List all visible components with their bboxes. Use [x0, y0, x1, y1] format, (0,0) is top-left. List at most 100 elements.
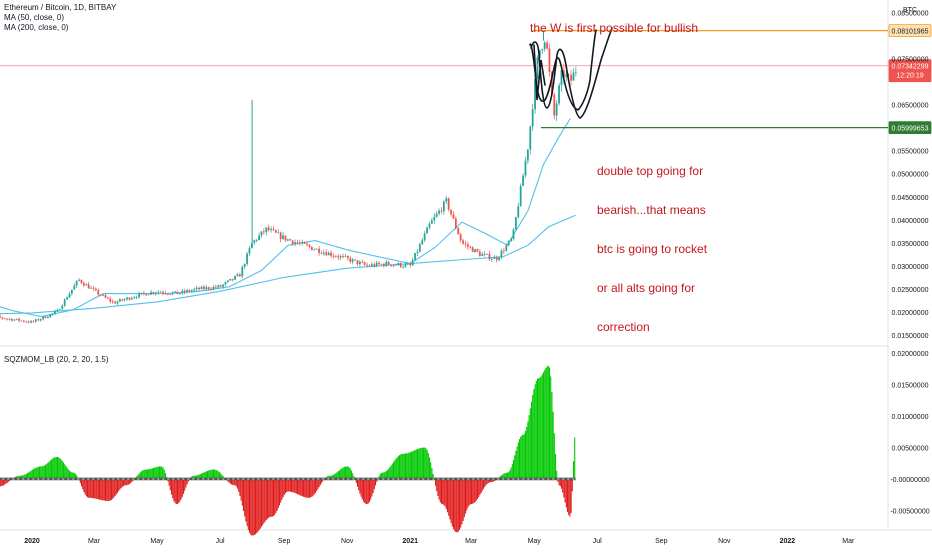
candle-body[interactable] — [256, 240, 258, 241]
candle-body[interactable] — [390, 264, 392, 265]
candle-body[interactable] — [419, 244, 421, 251]
histogram-bar[interactable] — [367, 479, 368, 504]
candle-body[interactable] — [306, 244, 308, 245]
histogram-bar[interactable] — [82, 479, 83, 489]
candle-body[interactable] — [335, 256, 337, 257]
histogram-bar[interactable] — [86, 479, 87, 496]
histogram-bar[interactable] — [401, 454, 402, 479]
candle-body[interactable] — [426, 228, 428, 234]
histogram-bar[interactable] — [406, 453, 407, 479]
histogram-bar[interactable] — [419, 448, 420, 479]
candle-body[interactable] — [169, 294, 171, 295]
histogram-bar[interactable] — [256, 479, 257, 533]
histogram-bar[interactable] — [520, 437, 521, 479]
candle-body[interactable] — [450, 210, 452, 215]
histogram-bar[interactable] — [566, 479, 567, 508]
histogram-bar[interactable] — [183, 479, 184, 494]
histogram-bar[interactable] — [547, 366, 548, 478]
candle-body[interactable] — [273, 229, 275, 230]
candle-body[interactable] — [196, 288, 198, 289]
candle-body[interactable] — [138, 294, 140, 298]
histogram-bar[interactable] — [545, 368, 546, 479]
histogram-bar[interactable] — [457, 479, 458, 532]
histogram-bar[interactable] — [417, 449, 418, 479]
histogram-bar[interactable] — [464, 479, 465, 517]
histogram-bar[interactable] — [153, 468, 154, 479]
candle-body[interactable] — [131, 298, 133, 299]
histogram-bar[interactable] — [172, 479, 173, 498]
histogram-bar[interactable] — [362, 479, 363, 499]
histogram-bar[interactable] — [65, 466, 66, 479]
candle-body[interactable] — [112, 301, 114, 302]
candle-body[interactable] — [49, 314, 51, 317]
candle-body[interactable] — [429, 224, 431, 228]
histogram-bar[interactable] — [314, 479, 315, 494]
candle-body[interactable] — [253, 240, 255, 243]
histogram-bar[interactable] — [281, 479, 282, 500]
candle-body[interactable] — [239, 274, 241, 276]
histogram-bar[interactable] — [261, 479, 262, 527]
histogram-bar[interactable] — [297, 479, 298, 494]
candle-body[interactable] — [493, 257, 495, 258]
candle-body[interactable] — [64, 299, 66, 305]
candle-body[interactable] — [81, 280, 83, 283]
candle-body[interactable] — [150, 292, 152, 294]
histogram-bar[interactable] — [370, 479, 371, 500]
histogram-bar[interactable] — [250, 479, 251, 535]
candle-body[interactable] — [114, 302, 116, 304]
candle-body[interactable] — [385, 262, 387, 266]
candle-body[interactable] — [412, 260, 414, 265]
histogram-bar[interactable] — [242, 479, 243, 506]
histogram-bar[interactable] — [262, 479, 263, 525]
candle-body[interactable] — [433, 217, 435, 220]
annotation-double-top[interactable]: double top going for bearish...that mean… — [597, 139, 707, 347]
histogram-bar[interactable] — [248, 479, 249, 530]
histogram-bar[interactable] — [532, 395, 533, 479]
candle-body[interactable] — [323, 252, 325, 253]
histogram-bar[interactable] — [50, 460, 51, 478]
histogram-bar[interactable] — [529, 415, 530, 479]
histogram-bar[interactable] — [33, 469, 34, 479]
histogram-bar[interactable] — [478, 479, 479, 497]
histogram-bar[interactable] — [101, 479, 102, 500]
histogram-bar[interactable] — [316, 479, 317, 491]
candle-body[interactable] — [443, 202, 445, 212]
candle-body[interactable] — [515, 217, 517, 229]
candle-body[interactable] — [503, 251, 505, 252]
histogram-bar[interactable] — [244, 479, 245, 516]
histogram-bar[interactable] — [305, 479, 306, 498]
candle-body[interactable] — [165, 293, 167, 294]
histogram-bar[interactable] — [397, 457, 398, 479]
candle-body[interactable] — [311, 247, 313, 250]
candle-body[interactable] — [275, 230, 277, 232]
candle-body[interactable] — [436, 214, 438, 217]
histogram-bar[interactable] — [303, 479, 304, 497]
histogram-bar[interactable] — [436, 479, 437, 491]
histogram-bar[interactable] — [94, 479, 95, 499]
histogram-bar[interactable] — [46, 464, 47, 479]
candle-body[interactable] — [508, 241, 510, 246]
histogram-bar[interactable] — [245, 479, 246, 522]
histogram-bar[interactable] — [446, 479, 447, 509]
histogram-bar[interactable] — [458, 479, 459, 532]
histogram-bar[interactable] — [421, 448, 422, 479]
ma50-legend[interactable]: MA (50, close, 0) — [4, 13, 116, 23]
histogram-bar[interactable] — [407, 453, 408, 479]
candle-body[interactable] — [4, 318, 6, 319]
histogram-bar[interactable] — [301, 479, 302, 496]
histogram-bar[interactable] — [549, 367, 550, 478]
histogram-bar[interactable] — [290, 479, 291, 492]
histogram-bar[interactable] — [107, 479, 108, 501]
candle-body[interactable] — [198, 288, 200, 289]
histogram-bar[interactable] — [146, 469, 147, 478]
histogram-bar[interactable] — [525, 431, 526, 479]
histogram-bar[interactable] — [163, 468, 164, 479]
symbol-title[interactable]: Ethereum / Bitcoin, 1D, BITBAY — [4, 3, 116, 13]
candle-body[interactable] — [177, 291, 179, 294]
candle-body[interactable] — [42, 317, 44, 320]
candle-body[interactable] — [522, 176, 524, 186]
candle-body[interactable] — [241, 267, 243, 276]
candle-body[interactable] — [167, 294, 169, 295]
candle-body[interactable] — [186, 290, 188, 292]
candle-body[interactable] — [402, 267, 404, 268]
